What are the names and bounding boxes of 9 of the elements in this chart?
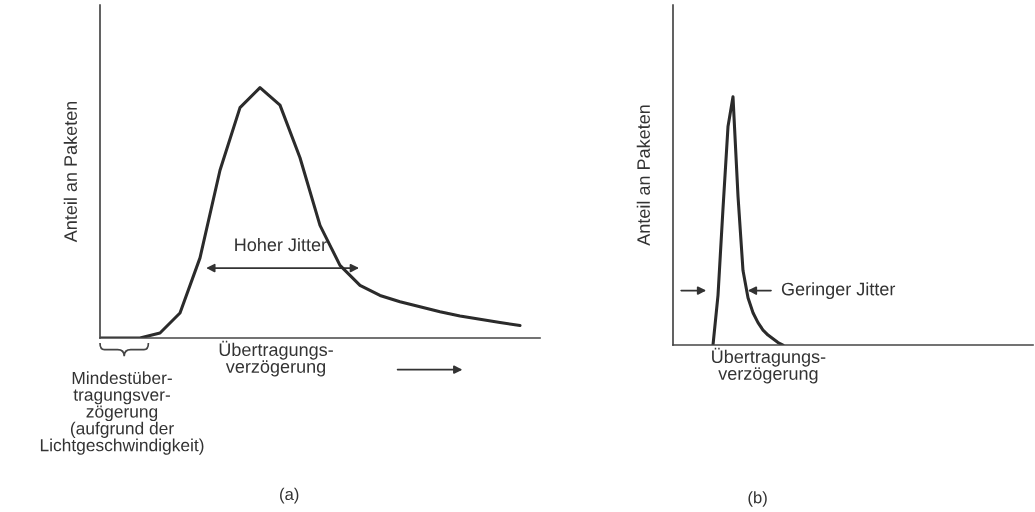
text: Mindestüber- tragungsver- zögerung (aufgrund der Lichtgeschwindigkeit)	[40, 371, 204, 455]
text: (a)	[280, 487, 299, 504]
annotation: Hoher Jitter	[235, 237, 327, 252]
y-axis-title: Anteil an Paketen	[63, 101, 77, 243]
y-axis-title: Anteil an Paketen	[636, 105, 650, 246]
x-axis-title: Übertragungs- verzögerung	[712, 347, 826, 384]
annotation: Geringer Jitter	[781, 282, 896, 300]
text: (b)	[748, 491, 767, 507]
x-axis-title: Übertragungs- verzögerung	[219, 340, 333, 377]
